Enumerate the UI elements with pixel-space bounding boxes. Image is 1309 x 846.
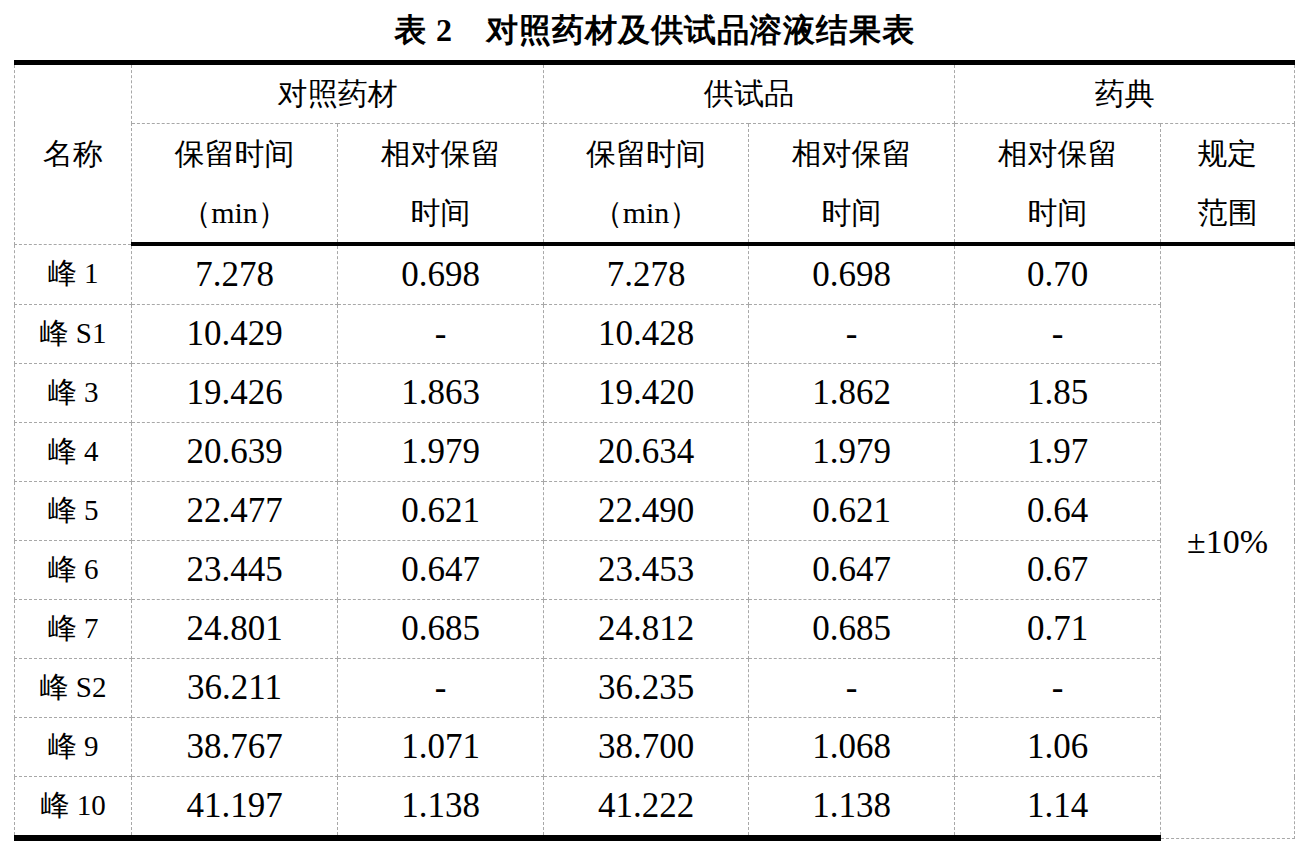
pharm-relative-retention-cell: 0.71 [955, 600, 1161, 659]
test-relative-retention-cell: - [749, 305, 955, 364]
test-retention-time-cell: 41.222 [544, 777, 749, 839]
table-row: 峰 S2 36.211 - 36.235 - - [15, 659, 1295, 718]
test-relative-retention-cell: 0.698 [749, 244, 955, 305]
header-line: 时间 [338, 183, 543, 242]
header-specified-range: 规定 范围 [1161, 124, 1295, 245]
peak-name-cell: 峰 6 [15, 541, 132, 600]
peak-name-cell: 峰 9 [15, 718, 132, 777]
header-ref-relative-retention: 相对保留 时间 [338, 124, 544, 245]
peak-name-cell: 峰 S2 [15, 659, 132, 718]
peak-name-cell: 峰 5 [15, 482, 132, 541]
ref-relative-retention-cell: 1.138 [338, 777, 544, 839]
pharm-relative-retention-cell: 1.97 [955, 423, 1161, 482]
ref-relative-retention-cell: 1.071 [338, 718, 544, 777]
header-line: 时间 [749, 183, 954, 242]
test-relative-retention-cell: 1.068 [749, 718, 955, 777]
ref-relative-retention-cell: 1.863 [338, 364, 544, 423]
peak-name-cell: 峰 10 [15, 777, 132, 839]
test-retention-time-cell: 20.634 [544, 423, 749, 482]
peak-name-cell: 峰 4 [15, 423, 132, 482]
header-line: 保留时间 [132, 124, 337, 183]
ref-retention-time-cell: 36.211 [132, 659, 338, 718]
test-retention-time-cell: 24.812 [544, 600, 749, 659]
table-row: 峰 5 22.477 0.621 22.490 0.621 0.64 [15, 482, 1295, 541]
table-row: 峰 3 19.426 1.863 19.420 1.862 1.85 [15, 364, 1295, 423]
sub-header-row: 保留时间 （min） 相对保留 时间 保留时间 （min） 相对保留 时间 相对… [15, 124, 1295, 245]
ref-retention-time-cell: 10.429 [132, 305, 338, 364]
peak-name-cell: 峰 7 [15, 600, 132, 659]
specified-range-value-cell: ±10% [1161, 244, 1295, 838]
test-relative-retention-cell: 0.647 [749, 541, 955, 600]
pharm-relative-retention-cell: 1.06 [955, 718, 1161, 777]
table-row: 峰 7 24.801 0.685 24.812 0.685 0.71 [15, 600, 1295, 659]
header-ref-retention-time: 保留时间 （min） [132, 124, 338, 245]
table-title: 表 2 对照药材及供试品溶液结果表 [0, 0, 1309, 60]
group-header-pharmacopoeia: 药典 [955, 63, 1295, 124]
test-retention-time-cell: 36.235 [544, 659, 749, 718]
test-retention-time-cell: 7.278 [544, 244, 749, 305]
test-relative-retention-cell: 1.979 [749, 423, 955, 482]
header-line: （min） [132, 183, 337, 242]
group-header-reference-material: 对照药材 [132, 63, 544, 124]
header-line: 时间 [955, 183, 1160, 242]
pharm-relative-retention-cell: - [955, 659, 1161, 718]
pharm-relative-retention-cell: - [955, 305, 1161, 364]
ref-relative-retention-cell: 0.685 [338, 600, 544, 659]
header-test-relative-retention: 相对保留 时间 [749, 124, 955, 245]
ref-relative-retention-cell: 0.698 [338, 244, 544, 305]
table-row: 峰 6 23.445 0.647 23.453 0.647 0.67 [15, 541, 1295, 600]
ref-retention-time-cell: 23.445 [132, 541, 338, 600]
ref-retention-time-cell: 19.426 [132, 364, 338, 423]
pharm-relative-retention-cell: 1.85 [955, 364, 1161, 423]
table-row: 峰 9 38.767 1.071 38.700 1.068 1.06 [15, 718, 1295, 777]
table-row: 峰 4 20.639 1.979 20.634 1.979 1.97 [15, 423, 1295, 482]
ref-relative-retention-cell: 0.647 [338, 541, 544, 600]
test-retention-time-cell: 38.700 [544, 718, 749, 777]
ref-retention-time-cell: 22.477 [132, 482, 338, 541]
peak-name-cell: 峰 3 [15, 364, 132, 423]
ref-relative-retention-cell: - [338, 659, 544, 718]
table-row: 峰 1 7.278 0.698 7.278 0.698 0.70 ±10% [15, 244, 1295, 305]
header-line: 相对保留 [955, 124, 1160, 183]
header-name: 名称 [15, 63, 132, 245]
header-line: 规定 [1161, 124, 1294, 183]
table-row: 峰 10 41.197 1.138 41.222 1.138 1.14 [15, 777, 1295, 839]
test-relative-retention-cell: 1.862 [749, 364, 955, 423]
group-header-row: 名称 对照药材 供试品 药典 [15, 63, 1295, 124]
header-line: 相对保留 [749, 124, 954, 183]
pharm-relative-retention-cell: 0.64 [955, 482, 1161, 541]
ref-relative-retention-cell: 0.621 [338, 482, 544, 541]
test-relative-retention-cell: - [749, 659, 955, 718]
ref-relative-retention-cell: 1.979 [338, 423, 544, 482]
group-header-test-sample: 供试品 [544, 63, 955, 124]
ref-relative-retention-cell: - [338, 305, 544, 364]
ref-retention-time-cell: 20.639 [132, 423, 338, 482]
ref-retention-time-cell: 38.767 [132, 718, 338, 777]
header-line: 保留时间 [544, 124, 748, 183]
ref-retention-time-cell: 7.278 [132, 244, 338, 305]
header-pharm-relative-retention: 相对保留 时间 [955, 124, 1161, 245]
header-line: （min） [544, 183, 748, 242]
ref-retention-time-cell: 24.801 [132, 600, 338, 659]
test-relative-retention-cell: 0.621 [749, 482, 955, 541]
header-test-retention-time: 保留时间 （min） [544, 124, 749, 245]
test-retention-time-cell: 19.420 [544, 364, 749, 423]
peak-name-cell: 峰 1 [15, 244, 132, 305]
pharm-relative-retention-cell: 1.14 [955, 777, 1161, 839]
test-retention-time-cell: 23.453 [544, 541, 749, 600]
results-table: 名称 对照药材 供试品 药典 保留时间 （min） 相对保留 时间 保留时间 （… [14, 60, 1295, 841]
peak-name-cell: 峰 S1 [15, 305, 132, 364]
header-line: 相对保留 [338, 124, 543, 183]
pharm-relative-retention-cell: 0.67 [955, 541, 1161, 600]
document-page: 表 2 对照药材及供试品溶液结果表 名称 对照药材 供试品 药典 保留时间 （m… [0, 0, 1309, 846]
test-relative-retention-cell: 1.138 [749, 777, 955, 839]
test-retention-time-cell: 10.428 [544, 305, 749, 364]
test-retention-time-cell: 22.490 [544, 482, 749, 541]
pharm-relative-retention-cell: 0.70 [955, 244, 1161, 305]
ref-retention-time-cell: 41.197 [132, 777, 338, 839]
header-line: 范围 [1161, 183, 1294, 242]
table-row: 峰 S1 10.429 - 10.428 - - [15, 305, 1295, 364]
test-relative-retention-cell: 0.685 [749, 600, 955, 659]
